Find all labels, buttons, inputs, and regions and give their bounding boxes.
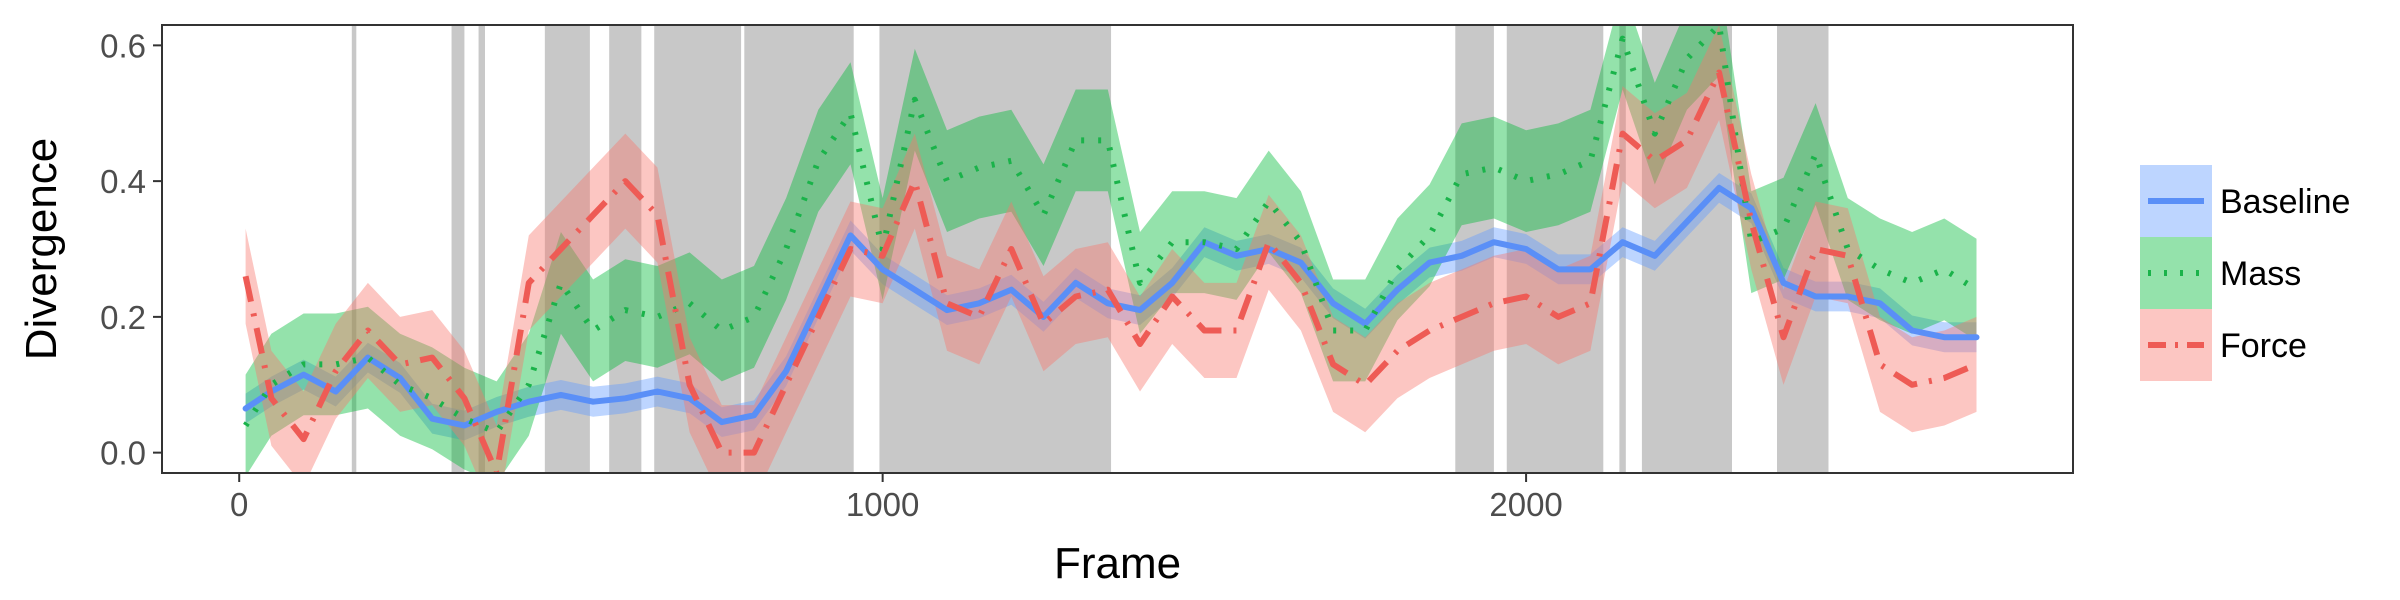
force-line: [242, 69, 1978, 473]
legend-label-force: Force: [2220, 327, 2307, 365]
force-confidence-band: [245, 25, 1977, 473]
series-lines: [242, 25, 1980, 473]
mass-line: [243, 25, 1979, 436]
panel-border: [161, 24, 2074, 474]
shaded-interval-3: [478, 25, 486, 473]
y-axis-title: Divergence: [17, 138, 66, 361]
shaded-interval-11: [1619, 25, 1626, 473]
x-tick-label: 1000: [846, 486, 919, 523]
mass-confidence-band: [245, 25, 1977, 473]
shaded-interval-2: [451, 25, 465, 473]
y-tick-label: 0.2: [100, 299, 146, 336]
shaded-interval-8: [879, 25, 1112, 473]
y-tick-label: 0.0: [100, 435, 146, 472]
y-axis-ticks: 0.0 0.2 0.4 0.6: [100, 27, 162, 472]
legend-label-baseline: Baseline: [2220, 183, 2350, 221]
x-tick-label: 0: [230, 486, 248, 523]
x-axis-ticks: 0 1000 2000: [230, 473, 1563, 523]
y-tick-label: 0.6: [100, 27, 146, 64]
baseline-line: [242, 184, 1980, 429]
legend: Baseline Mass Force: [2140, 165, 2350, 381]
legend-item-mass: Mass: [2140, 237, 2301, 309]
legend-key-mass: [2140, 237, 2212, 309]
x-tick-label: 2000: [1489, 486, 1562, 523]
legend-item-force: Force: [2140, 309, 2307, 381]
shaded-interval-12: [1641, 25, 1732, 473]
legend-label-mass: Mass: [2220, 255, 2301, 293]
shaded-interval-7: [744, 25, 854, 473]
shaded-interval-13: [1777, 25, 1829, 473]
x-axis-title: Frame: [1054, 539, 1181, 588]
shaded-interval-1: [351, 25, 357, 473]
legend-item-baseline: Baseline: [2140, 165, 2350, 237]
y-tick-label: 0.4: [100, 163, 146, 200]
